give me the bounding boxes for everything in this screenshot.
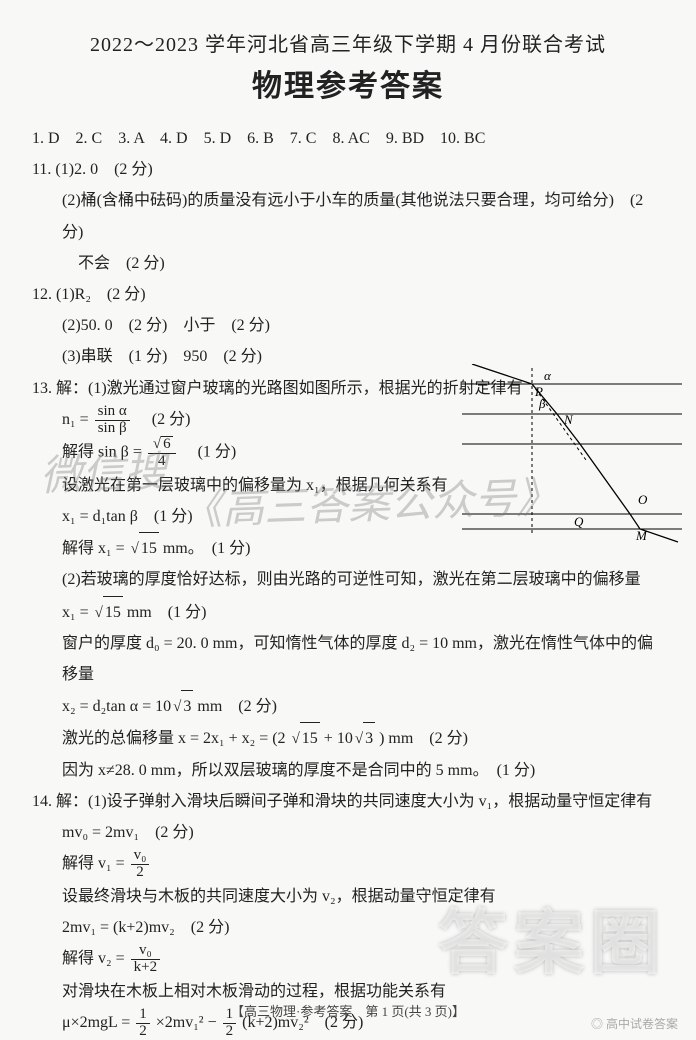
mc-answers: 1. D 2. C 3. A 4. D 5. D 6. B 7. C 8. AC… (32, 123, 664, 154)
q14-l6: 解得 v₂ = v₀ k+2 (32, 943, 664, 976)
radicand: 3 (363, 722, 375, 754)
q13-eq2-left: 解得 sin β = (62, 444, 142, 461)
frac-den: 2 (131, 865, 150, 881)
txt: 解得 v₂ = (62, 950, 125, 967)
fraction: 6 4 (148, 436, 176, 470)
svg-text:M: M (635, 528, 648, 543)
q12-1: 12. (1)R₂ (2 分) (32, 279, 664, 310)
sqrt: 15 (129, 532, 159, 564)
sqrt: 6 (151, 436, 173, 453)
q13-l11: 因为 x≠28. 0 mm，所以双层玻璃的厚度不是合同中的 5 mm。 (1 分… (32, 755, 664, 786)
fraction: sin α sin β (95, 404, 130, 437)
q11-2: (2)桶(含桶中砝码)的质量没有远小于小车的质量(其他说法只要合理，均可给分) … (32, 185, 664, 247)
frac-den: 2 (223, 1024, 237, 1040)
sqrt: 15 (93, 596, 123, 628)
svg-text:Q: Q (574, 514, 584, 529)
fraction: v₀ k+2 (131, 943, 160, 976)
txt: ) mm (2 分) (375, 730, 468, 747)
sqrt: 3 (171, 690, 193, 722)
txt: mm (1 分) (123, 604, 207, 621)
radicand: 15 (139, 532, 159, 564)
radicand: 6 (161, 436, 173, 453)
q14-l5: 2mv₁ = (k+2)mv₂ (2 分) (32, 912, 664, 943)
exam-title-line2: 物理参考答案 (32, 61, 664, 105)
q13-eq2-pts: (1 分) (182, 444, 237, 461)
frac-den: 4 (148, 454, 176, 470)
q11-3: 不会 (2 分) (32, 248, 664, 279)
q12-2: (2)50. 0 (2 分) 小于 (2 分) (32, 310, 664, 341)
frac-num: 6 (148, 436, 176, 454)
svg-text:O: O (638, 492, 648, 507)
refraction-diagram: αPβNQOM (462, 364, 682, 544)
q13-eq1-pts: (2 分) (136, 411, 191, 428)
q14-l1: 14. 解：(1)设子弹射入滑块后瞬间子弹和滑块的共同速度大小为 v₁，根据动量… (32, 786, 664, 817)
sqrt: 15 (290, 722, 320, 754)
svg-text:β: β (538, 396, 546, 411)
txt: mm。 (1 分) (159, 540, 251, 557)
frac-den: 2 (136, 1024, 150, 1040)
q14-l4: 设最终滑块与木板的共同速度大小为 v₂，根据动量守恒定律有 (32, 881, 664, 912)
q13-l6: (2)若玻璃的厚度恰好达标，则由光路的可逆性可知，激光在第二层玻璃中的偏移量 (32, 564, 664, 595)
q13-l7: x₁ = 15 mm (1 分) (32, 596, 664, 628)
frac-den: sin β (95, 421, 130, 437)
sqrt: 3 (353, 722, 375, 754)
frac-num: v₀ (131, 943, 160, 960)
frac-den: k+2 (131, 960, 160, 976)
txt: x₂ = d₂tan α = 10 (62, 698, 171, 715)
q13-l8: 窗户的厚度 d₀ = 20. 0 mm，可知惰性气体的厚度 d₂ = 10 mm… (32, 628, 664, 690)
q14-l2: mv₀ = 2mv₁ (2 分) (32, 817, 664, 848)
svg-text:N: N (563, 412, 574, 427)
radicand: 15 (103, 596, 123, 628)
q13-eq1-left: n₁ = (62, 411, 89, 428)
txt: mm (2 分) (193, 698, 277, 715)
txt: 解得 x₁ = (62, 540, 129, 557)
fraction: v₀ 2 (131, 848, 150, 881)
radicand: 3 (181, 690, 193, 722)
txt: x₁ = (62, 604, 93, 621)
txt: 激光的总偏移量 x = 2x₁ + x₂ = (2 (62, 730, 290, 747)
q11-1: 11. (1)2. 0 (2 分) (32, 154, 664, 185)
exam-title-line1: 2022～2023 学年河北省高三年级下学期 4 月份联合考试 (32, 28, 664, 57)
frac-num: v₀ (131, 848, 150, 865)
q13-l9: x₂ = d₂tan α = 10 3 mm (2 分) (32, 690, 664, 722)
q13-l10: 激光的总偏移量 x = 2x₁ + x₂ = (2 15 + 10 3 ) mm … (32, 722, 664, 754)
q14-l3: 解得 v₁ = v₀ 2 (32, 848, 664, 881)
frac-num: sin α (95, 404, 130, 421)
radicand: 15 (300, 722, 320, 754)
txt: 解得 v₁ = (62, 855, 125, 872)
svg-text:α: α (544, 368, 552, 383)
bottom-brand: ◎ 高中试卷答案 (591, 1015, 678, 1032)
txt: + 10 (320, 730, 353, 747)
